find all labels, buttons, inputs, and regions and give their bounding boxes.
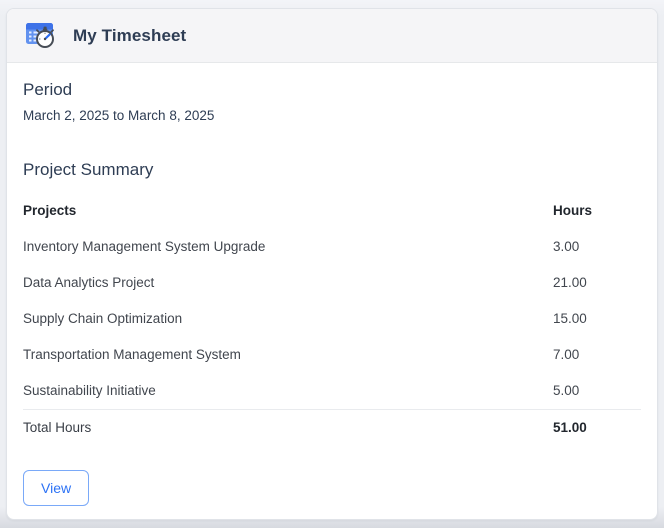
timesheet-card: My Timesheet Period March 2, 2025 to Mar… <box>6 8 658 520</box>
total-hours-value: 51.00 <box>553 409 641 446</box>
project-hours: 3.00 <box>553 239 580 254</box>
total-row: Total Hours 51.00 <box>23 409 641 446</box>
table-row: Supply Chain Optimization 15.00 <box>23 301 641 337</box>
period-heading: Period <box>23 80 73 99</box>
project-hours: 21.00 <box>553 275 587 290</box>
project-summary-heading: Project Summary <box>23 160 154 179</box>
project-hours: 5.00 <box>553 383 580 398</box>
project-name: Transportation Management System <box>23 347 241 362</box>
table-row: Inventory Management System Upgrade 3.00 <box>23 229 641 265</box>
column-header-hours: Hours <box>553 203 593 218</box>
project-name: Supply Chain Optimization <box>23 311 183 326</box>
period-value: March 2, 2025 to March 8, 2025 <box>23 108 215 123</box>
project-summary-table: Projects Hours Inventory Management Syst… <box>23 193 641 446</box>
card-header: My Timesheet <box>7 9 657 63</box>
card-body: Period March 2, 2025 to March 8, 2025 Pr… <box>7 63 657 519</box>
table-header-row: Projects Hours <box>23 193 641 229</box>
project-hours: 7.00 <box>553 347 580 362</box>
table-row: Sustainability Initiative 5.00 <box>23 373 641 410</box>
total-label: Total Hours <box>23 409 553 446</box>
card-title: My Timesheet <box>73 25 187 45</box>
project-hours: 15.00 <box>553 311 587 326</box>
view-button[interactable]: View <box>23 470 90 506</box>
table-row: Data Analytics Project 21.00 <box>23 265 641 301</box>
project-name: Inventory Management System Upgrade <box>23 239 266 254</box>
table-row: Transportation Management System 7.00 <box>23 337 641 373</box>
timesheet-clock-icon <box>26 22 54 48</box>
project-name: Sustainability Initiative <box>23 383 156 398</box>
project-name: Data Analytics Project <box>23 275 155 290</box>
column-header-projects: Projects <box>23 203 77 218</box>
